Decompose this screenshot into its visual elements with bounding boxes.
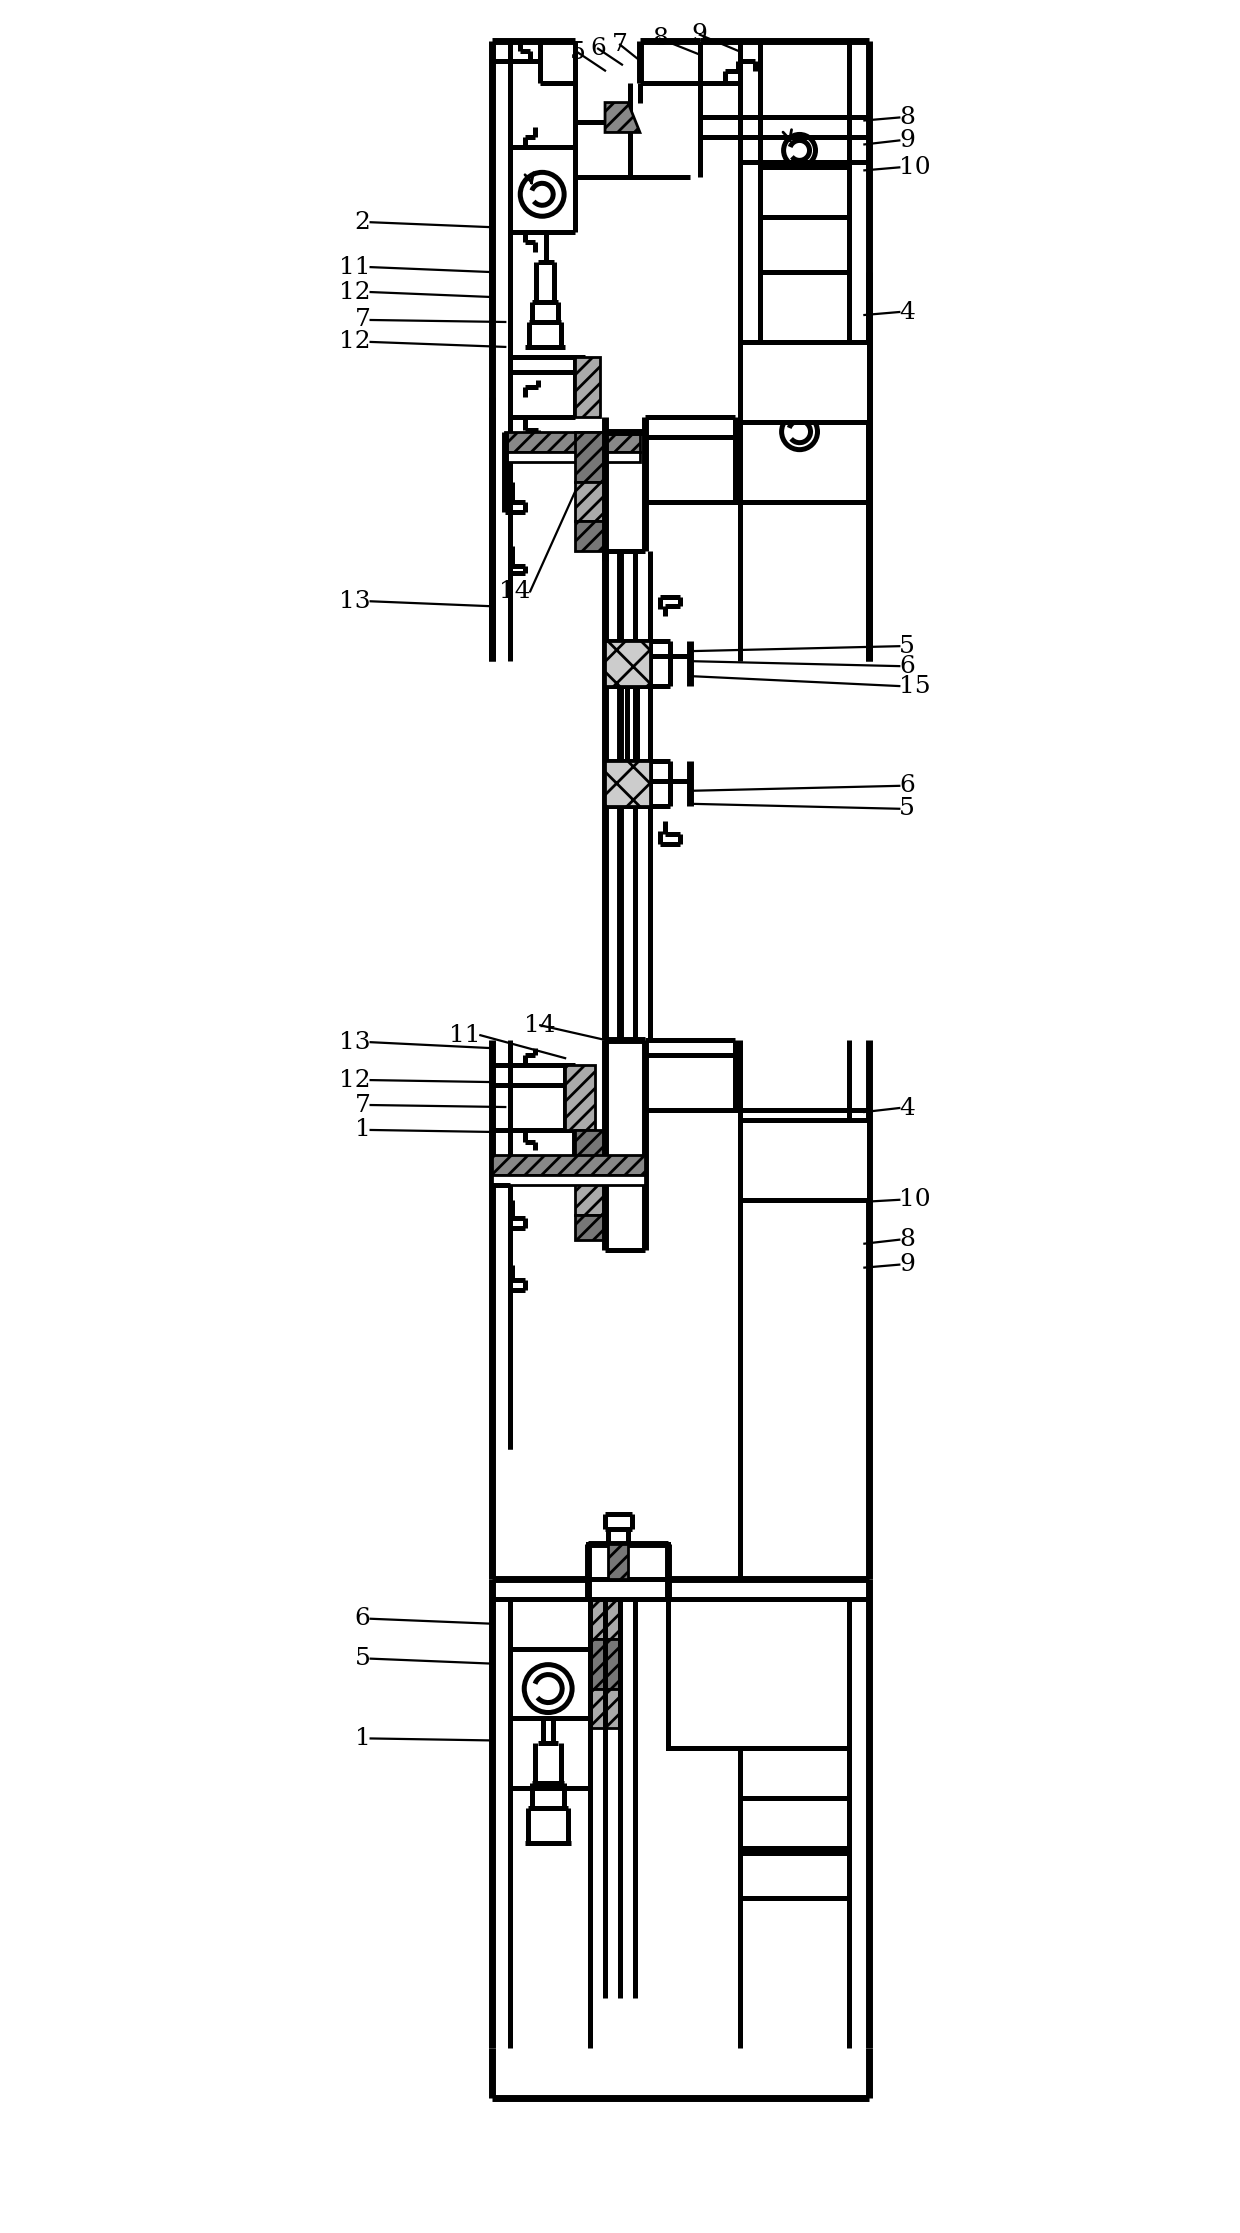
Text: 8: 8	[899, 1228, 915, 1250]
Text: 4: 4	[899, 1096, 915, 1119]
Bar	[760, 167, 849, 217]
Polygon shape	[575, 482, 605, 523]
Bar	[588, 1543, 668, 1599]
Text: 10: 10	[899, 156, 931, 179]
Polygon shape	[605, 103, 640, 132]
Text: 2: 2	[355, 210, 371, 234]
Text: 7: 7	[613, 33, 627, 56]
Polygon shape	[505, 431, 640, 451]
Polygon shape	[608, 1543, 627, 1579]
Polygon shape	[575, 1215, 605, 1239]
Text: 13: 13	[339, 1032, 371, 1054]
Text: 12: 12	[339, 281, 371, 304]
Text: 8: 8	[899, 105, 915, 130]
Text: 13: 13	[339, 590, 371, 612]
Bar	[760, 217, 849, 272]
Text: 14: 14	[525, 1014, 556, 1036]
Text: 6: 6	[355, 1608, 371, 1630]
Text: 9: 9	[899, 1253, 915, 1275]
Text: 6: 6	[899, 654, 915, 677]
Polygon shape	[605, 761, 650, 806]
Text: 5: 5	[899, 797, 915, 820]
Text: 5: 5	[899, 634, 915, 659]
Text: 5: 5	[570, 40, 587, 65]
Text: 7: 7	[355, 1094, 371, 1116]
Polygon shape	[575, 1130, 605, 1175]
Bar	[740, 1853, 849, 1898]
Polygon shape	[590, 1599, 620, 1639]
Bar	[740, 1121, 869, 1199]
Text: 6: 6	[899, 775, 915, 797]
Text: 8: 8	[652, 27, 668, 49]
Polygon shape	[492, 1154, 645, 1175]
Polygon shape	[590, 1639, 620, 1688]
Text: 14: 14	[498, 581, 531, 603]
Text: 11: 11	[449, 1023, 480, 1047]
Bar	[668, 1599, 849, 1748]
Polygon shape	[590, 1688, 620, 1728]
Text: 11: 11	[339, 255, 371, 279]
Polygon shape	[492, 1175, 645, 1186]
Text: 10: 10	[899, 1188, 931, 1210]
Text: 15: 15	[899, 674, 931, 697]
Text: 4: 4	[899, 301, 915, 324]
Bar	[740, 342, 869, 422]
Polygon shape	[575, 431, 605, 482]
Polygon shape	[565, 1065, 595, 1130]
Polygon shape	[575, 1175, 605, 1215]
Text: 7: 7	[355, 308, 371, 330]
Text: 12: 12	[339, 1070, 371, 1092]
Text: 6: 6	[590, 38, 606, 60]
Text: 1: 1	[355, 1726, 371, 1751]
Polygon shape	[575, 523, 605, 552]
Text: 9: 9	[692, 22, 708, 47]
Polygon shape	[575, 357, 600, 418]
Polygon shape	[605, 641, 650, 686]
Text: 12: 12	[339, 330, 371, 353]
Text: 9: 9	[899, 130, 915, 152]
Polygon shape	[505, 451, 640, 462]
Text: 1: 1	[355, 1119, 371, 1141]
Text: 5: 5	[355, 1648, 371, 1670]
